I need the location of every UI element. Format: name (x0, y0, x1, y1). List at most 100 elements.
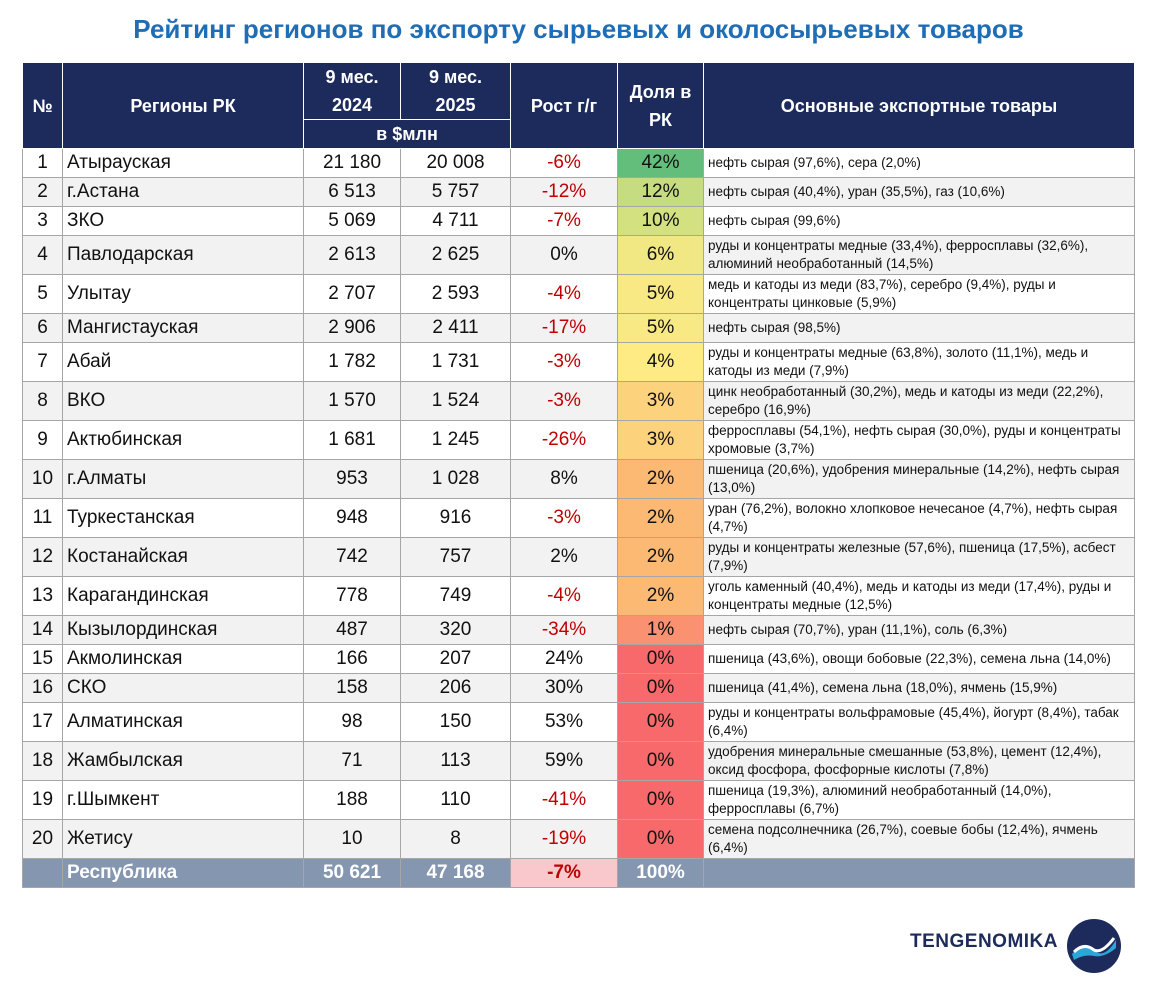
goods: руды и концентраты медные (63,8%), золот… (703, 342, 1135, 382)
region: ВКО (62, 381, 304, 421)
value-2025: 5 757 (400, 177, 511, 207)
region: г.Астана (62, 177, 304, 207)
empty-cell (22, 858, 63, 888)
header-cell: 9 мес. 2025 (400, 62, 511, 120)
row-number: 18 (22, 741, 63, 781)
region: ЗКО (62, 206, 304, 236)
logo-icon (1067, 919, 1121, 973)
growth: -34% (510, 615, 618, 645)
value-2025: 2 593 (400, 274, 511, 314)
value-2025: 207 (400, 644, 511, 674)
region: Актюбинская (62, 420, 304, 460)
goods: медь и катоды из меди (83,7%), серебро (… (703, 274, 1135, 314)
region: Карагандинская (62, 576, 304, 616)
goods: пшеница (41,4%), семена льна (18,0%), яч… (703, 673, 1135, 703)
share: 0% (617, 819, 704, 859)
total-row: Республика 50 621 47 168 -7% 100% (22, 858, 1135, 888)
region: Алматинская (62, 702, 304, 742)
growth: 59% (510, 741, 618, 781)
table-row: 11 Туркестанская 948 916 -3% 2% уран (76,2%), … (22, 498, 1135, 538)
row-number: 17 (22, 702, 63, 742)
share: 6% (617, 235, 704, 275)
table-row: 6 Мангистауская 2 906 2 411 -17% 5% нефть сыра… (22, 313, 1135, 343)
share: 1% (617, 615, 704, 645)
value-2025: 1 245 (400, 420, 511, 460)
goods: пшеница (19,3%), алюминий необработанный… (703, 780, 1135, 820)
growth: -17% (510, 313, 618, 343)
share: 3% (617, 381, 704, 421)
row-number: 5 (22, 274, 63, 314)
table-row: 18 Жамбылская 71 113 59% 0% удобрения минераль… (22, 741, 1135, 781)
goods: пшеница (43,6%), овощи бобовые (22,3%), … (703, 644, 1135, 674)
value-2024: 50 621 (303, 858, 401, 888)
table-row: 20 Жетису 10 8 -19% 0% семена подсолнечника (2… (22, 819, 1135, 859)
region: Жамбылская (62, 741, 304, 781)
share: 0% (617, 780, 704, 820)
table-row: 4 Павлодарская 2 613 2 625 0% 6% руды и концен… (22, 235, 1135, 275)
share: 2% (617, 537, 704, 577)
growth: -3% (510, 342, 618, 382)
empty-cell (703, 858, 1135, 888)
table-row: 13 Карагандинская 778 749 -4% 2% уголь каменны… (22, 576, 1135, 616)
value-2025: 1 524 (400, 381, 511, 421)
table-row: 7 Абай 1 782 1 731 -3% 4% руды и концентраты м… (22, 342, 1135, 382)
value-2024: 2 707 (303, 274, 401, 314)
value-2025: 8 (400, 819, 511, 859)
goods: руды и концентраты железные (57,6%), пше… (703, 537, 1135, 577)
share: 5% (617, 274, 704, 314)
goods: нефть сырая (70,7%), уран (11,1%), соль … (703, 615, 1135, 645)
growth: -4% (510, 576, 618, 616)
growth: -6% (510, 148, 618, 178)
goods: уран (76,2%), волокно хлопковое нечесано… (703, 498, 1135, 538)
goods: семена подсолнечника (26,7%), соевые боб… (703, 819, 1135, 859)
share: 2% (617, 498, 704, 538)
region: Улытау (62, 274, 304, 314)
share: 10% (617, 206, 704, 236)
row-number: 16 (22, 673, 63, 703)
share: 42% (617, 148, 704, 178)
value-2024: 188 (303, 780, 401, 820)
value-2025: 20 008 (400, 148, 511, 178)
goods: нефть сырая (98,5%) (703, 313, 1135, 343)
growth: -7% (510, 206, 618, 236)
value-2024: 21 180 (303, 148, 401, 178)
region: Павлодарская (62, 235, 304, 275)
rating-table: № Регионы РК 9 мес. 2024 9 мес. 2025 Рос… (22, 62, 1135, 888)
value-2024: 1 570 (303, 381, 401, 421)
goods: нефть сырая (40,4%), уран (35,5%), газ (… (703, 177, 1135, 207)
goods: удобрения минеральные смешанные (53,8%),… (703, 741, 1135, 781)
value-2025: 4 711 (400, 206, 511, 236)
region: Атырауская (62, 148, 304, 178)
value-2024: 778 (303, 576, 401, 616)
value-2025: 1 731 (400, 342, 511, 382)
growth: -41% (510, 780, 618, 820)
region: Костанайская (62, 537, 304, 577)
row-number: 13 (22, 576, 63, 616)
region: г.Алматы (62, 459, 304, 499)
growth: -7% (510, 858, 618, 888)
value-2024: 166 (303, 644, 401, 674)
share: 0% (617, 741, 704, 781)
value-2025: 110 (400, 780, 511, 820)
row-number: 2 (22, 177, 63, 207)
value-2024: 742 (303, 537, 401, 577)
table-row: 17 Алматинская 98 150 53% 0% руды и концентрат… (22, 702, 1135, 742)
value-2025: 206 (400, 673, 511, 703)
share: 2% (617, 459, 704, 499)
share: 5% (617, 313, 704, 343)
row-number: 14 (22, 615, 63, 645)
goods: цинк необработанный (30,2%), медь и като… (703, 381, 1135, 421)
value-2025: 1 028 (400, 459, 511, 499)
table-row: 14 Кызылординская 487 320 -34% 1% нефть сырая … (22, 615, 1135, 645)
logo-text: TENGENOMIKA (910, 931, 1058, 952)
header-cell: Рост г/г (510, 62, 618, 149)
header-cell: 9 мес. 2024 (303, 62, 401, 120)
table-row: 8 ВКО 1 570 1 524 -3% 3% цинк необработанный (… (22, 381, 1135, 421)
table-row: 10 г.Алматы 953 1 028 8% 2% пшеница (20,6%), у… (22, 459, 1135, 499)
growth: 53% (510, 702, 618, 742)
title: Рейтинг регионов по экспорту сырьевых и … (133, 14, 1024, 44)
row-number: 7 (22, 342, 63, 382)
value-2024: 71 (303, 741, 401, 781)
value-2025: 916 (400, 498, 511, 538)
